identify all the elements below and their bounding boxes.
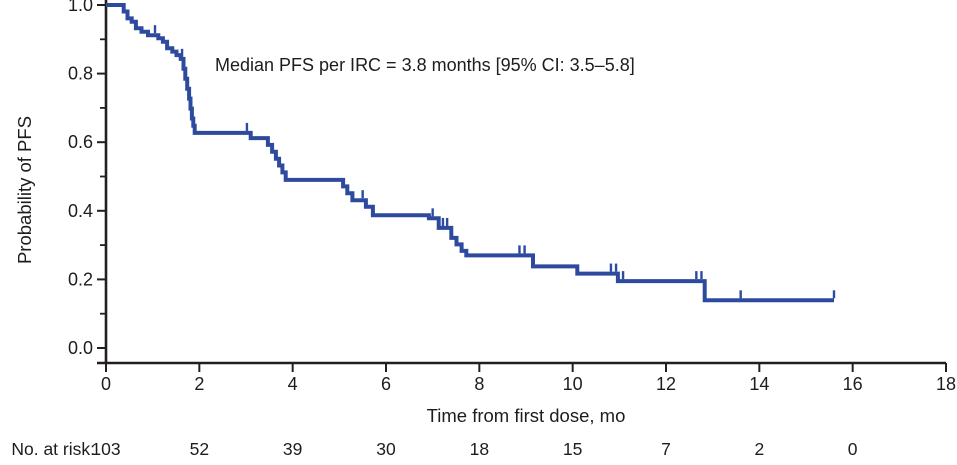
svg-text:30: 30 — [376, 439, 396, 459]
svg-text:10: 10 — [563, 374, 583, 394]
at-risk-label: No. at risk: — [11, 439, 95, 459]
svg-text:18: 18 — [470, 439, 489, 459]
svg-text:0: 0 — [101, 374, 111, 394]
svg-text:0.0: 0.0 — [68, 338, 93, 358]
svg-text:6: 6 — [381, 374, 391, 394]
svg-text:0: 0 — [848, 439, 858, 459]
x-axis — [97, 361, 947, 372]
svg-text:0.2: 0.2 — [68, 269, 93, 289]
svg-text:1.0: 1.0 — [68, 0, 93, 15]
svg-text:18: 18 — [936, 374, 956, 394]
svg-text:52: 52 — [190, 439, 209, 459]
svg-text:2: 2 — [194, 374, 204, 394]
censor-marks — [153, 25, 836, 299]
x-axis-title: Time from first dose, mo — [427, 405, 626, 426]
svg-text:14: 14 — [749, 374, 769, 394]
svg-text:16: 16 — [843, 374, 863, 394]
median-pfs-annotation: Median PFS per IRC = 3.8 months [95% CI:… — [215, 55, 635, 75]
km-step-curve — [106, 3, 834, 303]
svg-text:2: 2 — [754, 439, 764, 459]
svg-text:7: 7 — [661, 439, 671, 459]
y-axis — [97, 0, 108, 363]
svg-text:0.8: 0.8 — [68, 64, 93, 84]
x-tick-labels: 0 2 4 6 8 10 12 14 16 18 — [101, 374, 956, 394]
svg-text:39: 39 — [283, 439, 302, 459]
svg-text:8: 8 — [474, 374, 484, 394]
svg-text:0.4: 0.4 — [68, 201, 93, 221]
y-tick-labels: 0.0 0.2 0.4 0.6 0.8 1.0 — [68, 0, 93, 358]
svg-text:12: 12 — [656, 374, 676, 394]
y-axis-title: Probability of PFS — [14, 116, 35, 264]
svg-text:0.6: 0.6 — [68, 132, 93, 152]
svg-text:4: 4 — [288, 374, 298, 394]
svg-text:103: 103 — [91, 439, 120, 459]
at-risk-values: 103 52 39 30 18 15 7 2 0 — [91, 439, 857, 459]
svg-text:15: 15 — [563, 439, 582, 459]
